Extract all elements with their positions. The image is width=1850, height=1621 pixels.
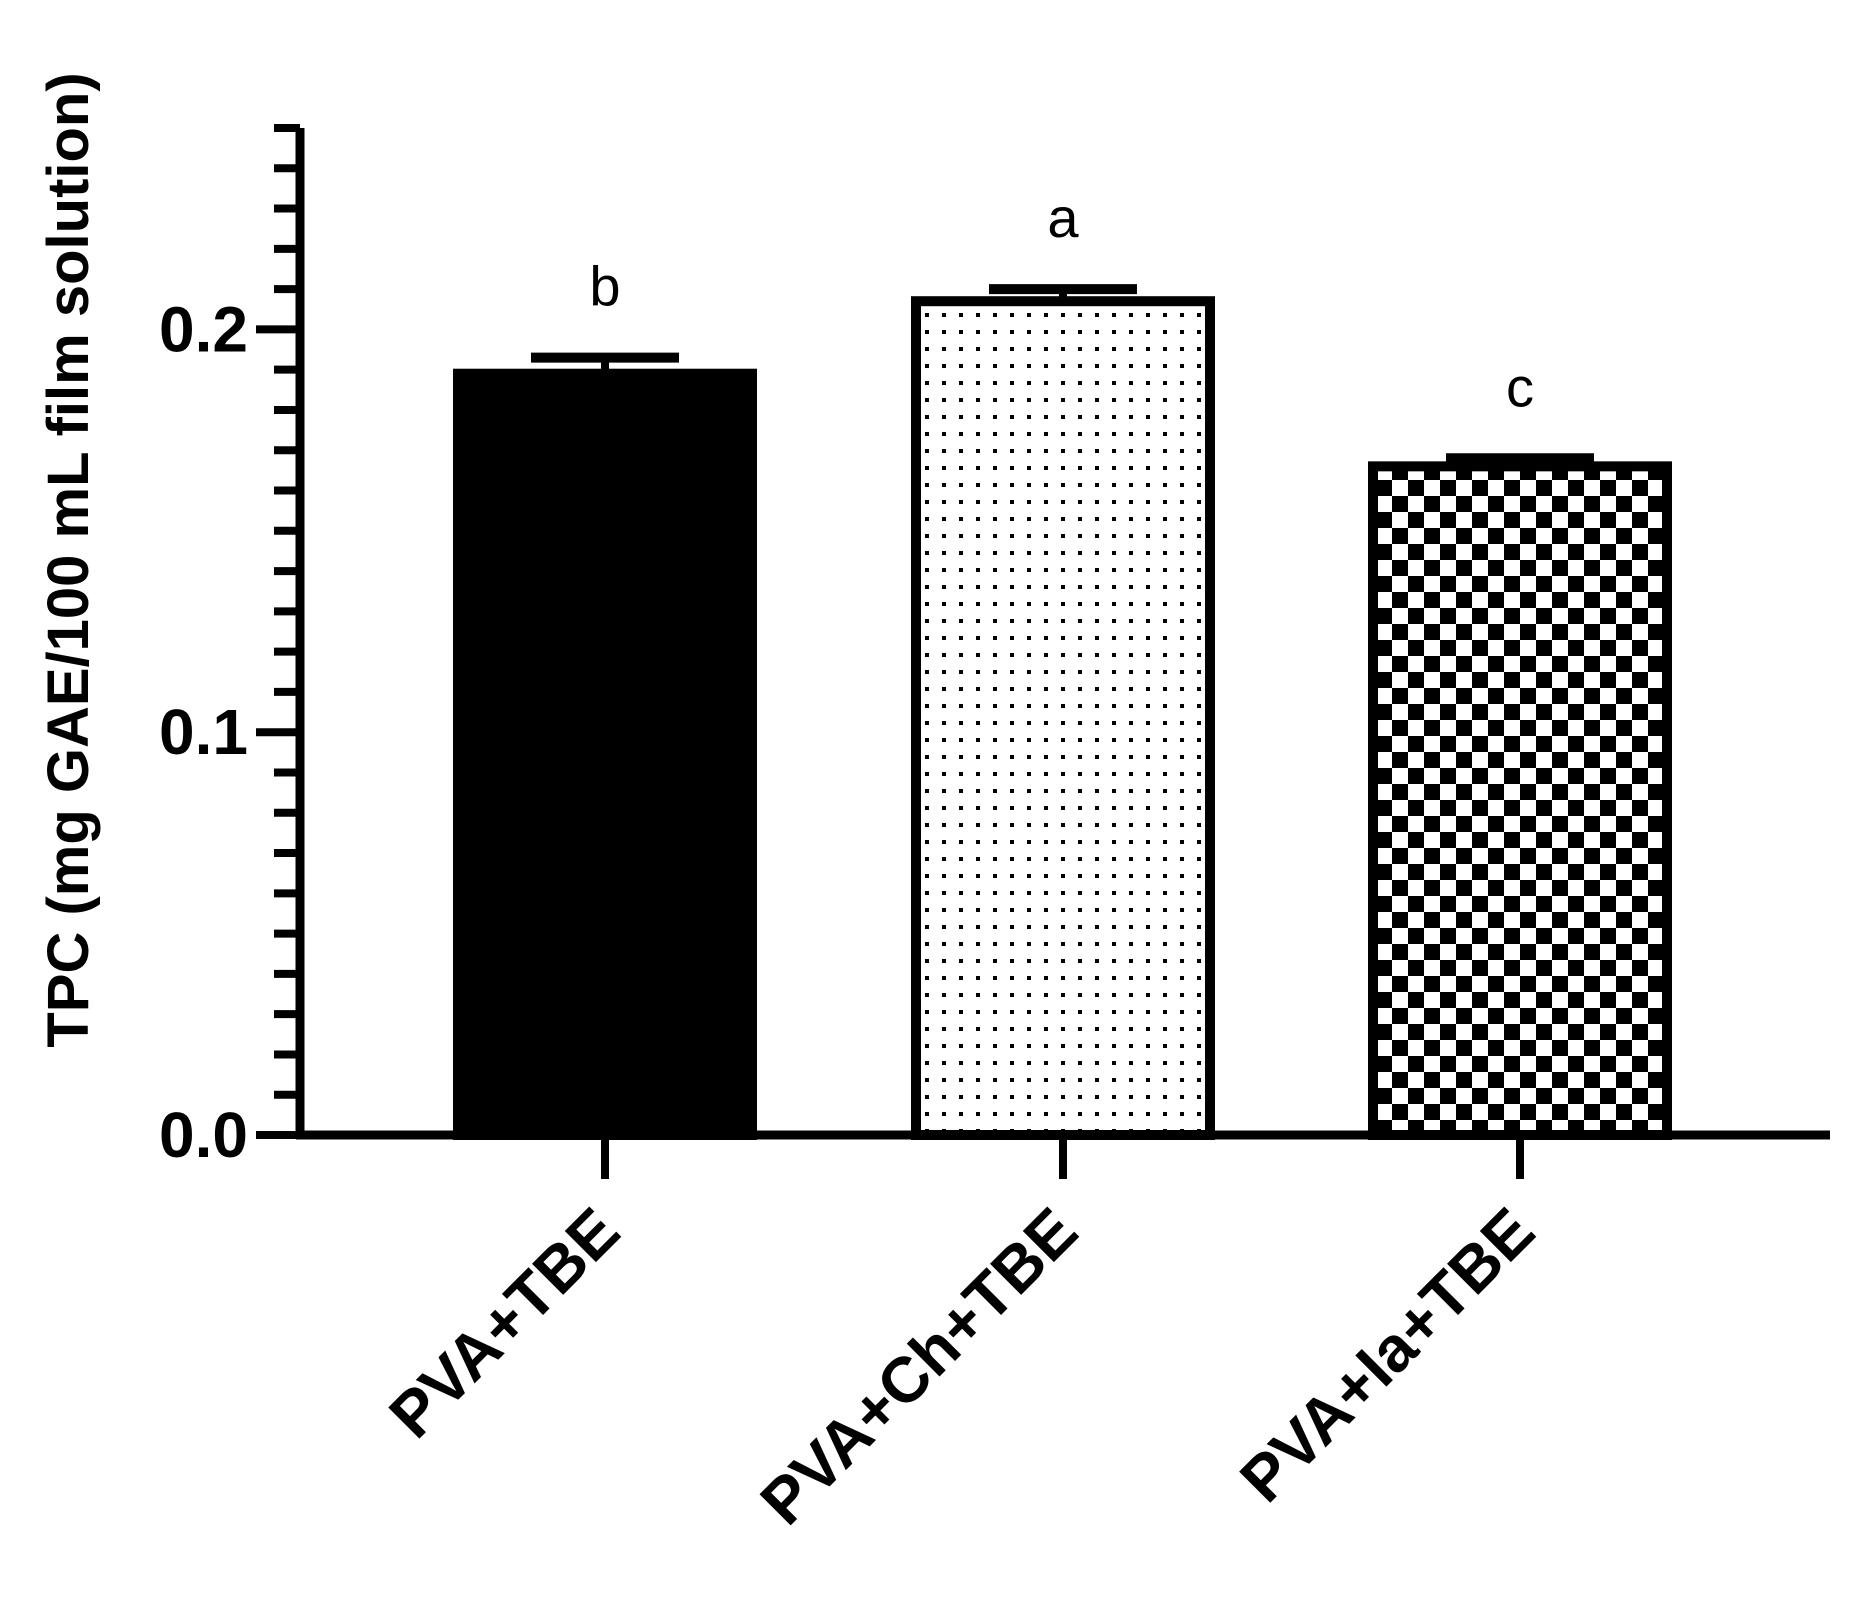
significance-letter: b [589, 255, 620, 318]
axes [295, 128, 1830, 1179]
y-axis-ticks: 0.0 0.1 0.2 [159, 124, 300, 1171]
y-tick-label: 0.1 [159, 696, 248, 768]
significance-letter: a [1047, 186, 1079, 249]
x-category-label: PVA+Ch+TBE [747, 1194, 1091, 1538]
bars [453, 296, 1672, 1141]
y-tick-label: 0.0 [159, 1099, 248, 1171]
y-axis-title: TPC (mg GAE/100 mL film solution) [36, 72, 101, 1047]
x-axis-labels: PVA+TBE PVA+Ch+TBE PVA+Ia+TBE [375, 1194, 1548, 1538]
significance-letter: c [1506, 355, 1534, 418]
bar [1368, 461, 1672, 1140]
bar [911, 296, 1215, 1141]
bar [453, 368, 757, 1140]
significance-letters: b a c [589, 186, 1534, 418]
x-category-label: PVA+TBE [375, 1194, 633, 1452]
y-tick-label: 0.2 [159, 293, 248, 365]
error-bars [531, 284, 1594, 467]
x-category-label: PVA+Ia+TBE [1226, 1194, 1548, 1516]
